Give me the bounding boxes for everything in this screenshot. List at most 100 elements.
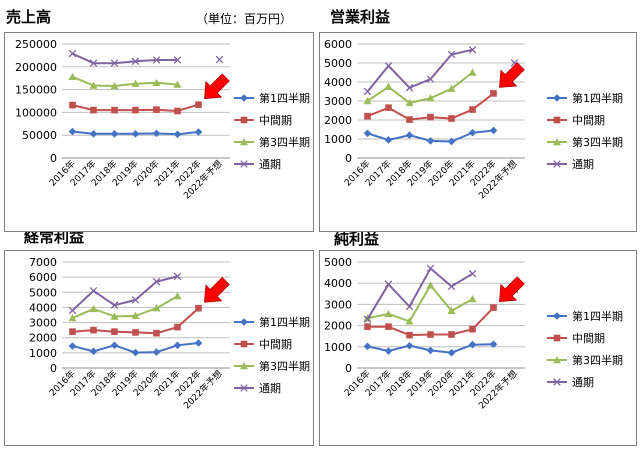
data-point: [195, 304, 202, 312]
legend-label: 中間期: [259, 338, 292, 351]
data-point: [152, 78, 161, 86]
data-point: [173, 272, 182, 281]
data-point: [131, 311, 140, 319]
data-point: [384, 280, 393, 289]
legend-label: 中間期: [572, 114, 605, 127]
legend-label: 通期: [259, 158, 281, 171]
y-tick-label: 5000: [324, 57, 352, 70]
highlight-arrow: [204, 276, 230, 303]
y-tick-label: 0: [345, 152, 352, 165]
chart-frame: [4, 32, 314, 232]
y-tick-label: 0: [50, 152, 57, 165]
legend-marker: [553, 334, 561, 342]
data-point: [385, 104, 392, 111]
data-point: [69, 101, 76, 109]
data-point: [447, 50, 456, 59]
data-point: [468, 295, 477, 303]
legend-marker: [553, 378, 561, 386]
data-point: [469, 325, 476, 333]
highlight-arrow: [499, 62, 525, 88]
legend-label: 第3四半期: [572, 135, 623, 149]
data-point: [152, 56, 161, 64]
data-point: [89, 59, 98, 67]
data-point: [152, 277, 161, 286]
legend-marker: [240, 94, 248, 102]
sales-chart: 0500001000001500002000002500002016年2017年…: [4, 32, 314, 232]
data-point: [406, 331, 413, 339]
data-point: [447, 84, 456, 92]
data-point: [111, 106, 118, 114]
data-point: [132, 329, 139, 336]
data-point: [90, 326, 97, 334]
data-point: [490, 304, 497, 311]
chart-title-2: 営業利益: [330, 8, 391, 26]
data-point: [131, 296, 140, 304]
data-point: [194, 128, 203, 136]
data-point: [68, 314, 77, 322]
series-full: [363, 264, 519, 323]
chart-title-1: 売上高: [6, 8, 52, 26]
data-point: [110, 130, 119, 138]
data-point: [68, 127, 77, 136]
y-tick-label: 1000: [324, 341, 352, 354]
data-point: [173, 80, 182, 88]
data-point: [363, 87, 372, 96]
series-interim: [69, 304, 202, 337]
data-point: [426, 94, 435, 102]
data-point: [132, 106, 139, 114]
legend-label: 中間期: [259, 114, 292, 127]
series-line: [367, 283, 473, 323]
y-tick-label: 100000: [15, 106, 57, 119]
data-point: [427, 331, 434, 338]
legend-marker: [240, 340, 248, 348]
legend-marker: [553, 116, 561, 124]
data-point: [89, 130, 98, 138]
y-tick-label: 5000: [29, 286, 57, 299]
y-tick-label: 50000: [22, 129, 57, 142]
y-tick-label: 2000: [324, 114, 352, 127]
data-point: [363, 97, 372, 105]
data-point: [405, 98, 414, 107]
data-point: [89, 81, 98, 89]
data-point: [89, 304, 98, 313]
data-point: [406, 116, 413, 123]
legend-marker: [553, 160, 561, 168]
legend-label: 通期: [259, 382, 281, 395]
data-point: [405, 83, 414, 92]
legend-label: 通期: [572, 376, 594, 389]
series-interim: [69, 101, 202, 115]
y-tick-label: 1000: [29, 347, 57, 360]
data-point: [153, 106, 160, 113]
data-point: [110, 59, 119, 67]
data-point: [385, 323, 392, 330]
data-point: [110, 81, 119, 90]
series-line: [72, 75, 178, 88]
series-line: [366, 48, 473, 93]
y-tick-label: 4000: [29, 301, 57, 314]
data-point: [89, 347, 98, 356]
data-point: [68, 306, 77, 315]
data-point: [68, 72, 77, 81]
data-point: [448, 331, 455, 338]
series-full: [68, 272, 224, 315]
data-point: [468, 45, 477, 54]
net-profit-chart: 0100020003000400050002016年2017年2018年2019…: [319, 250, 637, 446]
series-line: [71, 275, 178, 312]
data-point: [490, 90, 497, 97]
data-point: [89, 287, 98, 295]
legend-label: 第1四半期: [259, 315, 310, 329]
y-tick-label: 200000: [15, 61, 57, 74]
ordinary-profit-chart: 010002000300040005000600070002016年2017年2…: [4, 250, 314, 446]
y-tick-label: 150000: [15, 84, 57, 97]
legend-marker: [240, 384, 248, 392]
legend-marker: [240, 362, 248, 370]
y-tick-label: 3000: [324, 298, 352, 311]
y-tick-label: 0: [345, 362, 352, 375]
y-tick-label: 2000: [324, 320, 352, 333]
y-tick-label: 0: [50, 362, 57, 375]
legend-marker: [240, 116, 248, 124]
data-point: [68, 49, 77, 58]
series-q1: [68, 127, 203, 139]
data-point: [90, 106, 97, 114]
